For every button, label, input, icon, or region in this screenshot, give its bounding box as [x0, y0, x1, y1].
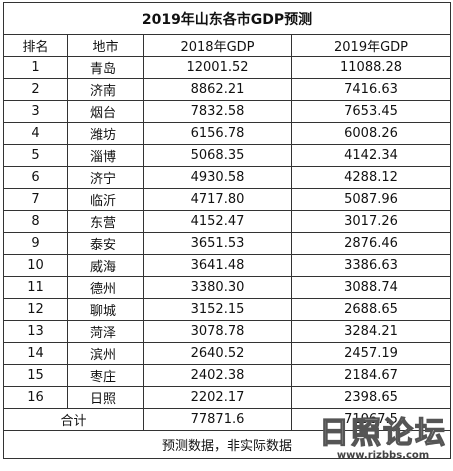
cell: 11	[3, 276, 68, 299]
cell: 3	[3, 100, 68, 123]
data-row: 6 济宁 4930.58 4288.12	[3, 166, 452, 189]
cell: 2688.65	[290, 298, 452, 321]
cell: 济南	[67, 78, 144, 101]
cell: 5087.96	[290, 188, 452, 211]
cell: 15	[3, 364, 68, 387]
data-row: 12 聊城 3152.15 2688.65	[3, 298, 452, 321]
data-row: 10 威海 3641.48 3386.63	[3, 254, 452, 277]
cell: 2402.38	[143, 364, 292, 387]
data-row: 4 潍坊 6156.78 6008.26	[3, 122, 452, 145]
note: 预测数据，非实际数据	[2, 430, 452, 459]
cell: 4142.34	[290, 144, 452, 167]
cell: 德州	[67, 276, 144, 299]
cell: 2398.65	[290, 386, 452, 409]
cell: 3284.21	[290, 320, 452, 343]
watermark-url: www.rizbbs.com	[336, 450, 430, 461]
cell: 临沂	[67, 188, 144, 211]
header-cell: 地市	[67, 34, 144, 57]
header-cell: 排名	[3, 34, 68, 57]
cell: 13	[3, 320, 68, 343]
cell: 7	[3, 188, 68, 211]
cell: 泰安	[67, 232, 144, 255]
cell: 日照	[67, 386, 144, 409]
cell: 2	[3, 78, 68, 101]
cell: 11088.28	[290, 56, 452, 79]
cell: 7832.58	[143, 100, 292, 123]
cell: 8862.21	[143, 78, 292, 101]
cell: 3380.30	[143, 276, 292, 299]
cell: 东营	[67, 210, 144, 233]
cell: 12	[3, 298, 68, 321]
cell: 2184.67	[290, 364, 452, 387]
cell: 12001.52	[143, 56, 292, 79]
cell: 4	[3, 122, 68, 145]
note-row: 预测数据，非实际数据	[2, 430, 452, 459]
cell: 4152.47	[143, 210, 292, 233]
cell: 2202.17	[143, 386, 292, 409]
data-row: 1 青岛 12001.52 11088.28	[3, 56, 452, 79]
cell: 6156.78	[143, 122, 292, 145]
total-cell: 77871.6	[143, 408, 292, 431]
cell: 3088.74	[290, 276, 452, 299]
cell: 4717.80	[143, 188, 292, 211]
total-label: 合计	[3, 408, 144, 431]
data-row: 16 日照 2202.17 2398.65	[3, 386, 452, 409]
cell: 3017.26	[290, 210, 452, 233]
data-row: 13 菏泽 3078.78 3284.21	[3, 320, 452, 343]
cell: 3078.78	[143, 320, 292, 343]
cell: 6008.26	[290, 122, 452, 145]
cell: 3386.63	[290, 254, 452, 277]
gdp-table: 2019年山东各市GDP预测 排名 地市 2018年GDP 2019年GDP 1 青岛 12…	[2, 2, 452, 459]
header-row: 排名 地市 2018年GDP 2019年GDP	[3, 34, 452, 57]
cell: 淄博	[67, 144, 144, 167]
cell: 2457.19	[290, 342, 452, 365]
data-row: 2 济南 8862.21 7416.63	[3, 78, 452, 101]
cell: 3152.15	[143, 298, 292, 321]
data-row: 15 枣庄 2402.38 2184.67	[3, 364, 452, 387]
cell: 菏泽	[67, 320, 144, 343]
cell: 8	[3, 210, 68, 233]
cell: 济宁	[67, 166, 144, 189]
cell: 9	[3, 232, 68, 255]
data-row: 9 泰安 3651.53 2876.46	[3, 232, 452, 255]
cell: 3651.53	[143, 232, 292, 255]
cell: 4288.12	[290, 166, 452, 189]
cell: 滨州	[67, 342, 144, 365]
watermark-name: 日照论坛	[318, 416, 447, 451]
cell: 聊城	[67, 298, 144, 321]
title-row: 2019年山东各市GDP预测	[2, 2, 452, 35]
data-row: 7 临沂 4717.80 5087.96	[3, 188, 452, 211]
table-body: 2019年山东各市GDP预测 排名 地市 2018年GDP 2019年GDP 1 青岛 12…	[2, 2, 452, 459]
cell: 青岛	[67, 56, 144, 79]
watermark: 日照论坛 www.rizbbs.com	[318, 416, 447, 461]
data-row: 11 德州 3380.30 3088.74	[3, 276, 452, 299]
cell: 16	[3, 386, 68, 409]
header-cell: 2018年GDP	[143, 34, 292, 57]
data-row: 14 滨州 2640.52 2457.19	[3, 342, 452, 365]
cell: 1	[3, 56, 68, 79]
data-row: 3 烟台 7832.58 7653.45	[3, 100, 452, 123]
cell: 5068.35	[143, 144, 292, 167]
data-row: 8 东营 4152.47 3017.26	[3, 210, 452, 233]
cell: 3641.48	[143, 254, 292, 277]
cell: 14	[3, 342, 68, 365]
cell: 烟台	[67, 100, 144, 123]
header-cell: 2019年GDP	[290, 34, 452, 57]
cell: 7653.45	[290, 100, 452, 123]
cell: 5	[3, 144, 68, 167]
cell: 4930.58	[143, 166, 292, 189]
cell: 7416.63	[290, 78, 452, 101]
cell: 枣庄	[67, 364, 144, 387]
cell: 10	[3, 254, 68, 277]
cell: 2640.52	[143, 342, 292, 365]
data-row: 5 淄博 5068.35 4142.34	[3, 144, 452, 167]
cell: 威海	[67, 254, 144, 277]
cell: 2876.46	[290, 232, 452, 255]
table-title: 2019年山东各市GDP预测	[2, 2, 452, 35]
cell: 6	[3, 166, 68, 189]
cell: 潍坊	[67, 122, 144, 145]
